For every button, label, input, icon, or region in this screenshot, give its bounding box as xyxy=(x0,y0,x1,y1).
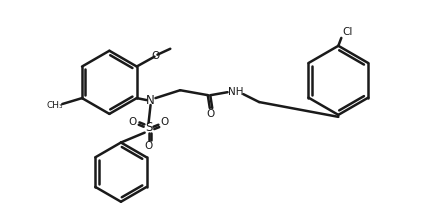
Text: O: O xyxy=(152,51,160,61)
Text: NH: NH xyxy=(228,87,243,97)
Text: Cl: Cl xyxy=(342,27,352,37)
Text: O: O xyxy=(207,109,215,119)
Text: N: N xyxy=(146,93,155,107)
Text: CH₃: CH₃ xyxy=(46,102,63,110)
Text: O: O xyxy=(129,117,137,127)
Text: O: O xyxy=(160,117,169,127)
Text: S: S xyxy=(145,121,152,134)
Text: O: O xyxy=(145,141,153,151)
